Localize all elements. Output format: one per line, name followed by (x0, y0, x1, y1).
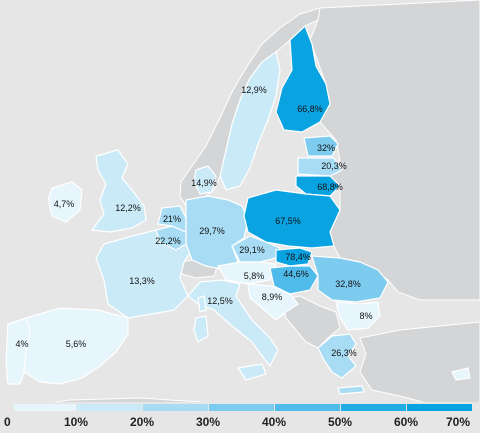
island-sicily[interactable] (236, 363, 267, 381)
label-netherlands: 21% (163, 214, 181, 224)
island-corsica[interactable] (197, 295, 207, 313)
island-sardinia[interactable] (193, 315, 209, 343)
region-italy[interactable] (187, 279, 279, 368)
label-france: 13,3% (129, 276, 155, 286)
legend-band-50-60 (341, 404, 406, 411)
region-estonia[interactable] (303, 135, 339, 157)
legend-band-40-50 (275, 404, 340, 411)
region-spain[interactable] (23, 307, 129, 385)
region-poland[interactable] (243, 189, 341, 249)
island-cyprus[interactable] (451, 367, 471, 381)
label-latvia: 20,3% (321, 161, 347, 171)
region-latvia[interactable] (297, 157, 343, 177)
legend-band-30-40 (209, 404, 274, 411)
legend-tick-10: 10% (64, 415, 88, 429)
legend-tick-0: 0 (4, 415, 11, 429)
legend-tick-70: 70% (446, 415, 470, 429)
legend-tick-20: 20% (130, 415, 154, 429)
legend-tick-30: 30% (196, 415, 220, 429)
label-greece: 26,3% (331, 348, 357, 358)
region-denmark[interactable] (193, 165, 217, 195)
label-sweden: 12,9% (241, 85, 267, 95)
legend: 0 10% 20% 30% 40% 50% 60% 70% (0, 402, 480, 433)
region-united-kingdom[interactable] (90, 149, 147, 233)
label-czechia: 29,1% (239, 245, 265, 255)
label-finland: 66,8% (297, 104, 323, 114)
value-labels: 4% 5,6% 4,7% 12,2% 13,3% 22,2% 21% 29,7%… (15, 85, 372, 358)
region-germany[interactable] (185, 195, 249, 271)
label-hungary: 44,6% (283, 269, 309, 279)
region-finland[interactable] (275, 24, 331, 133)
label-lithuania: 68,8% (317, 182, 343, 192)
region-slovenia-croatia[interactable] (247, 283, 299, 321)
region-sweden[interactable] (219, 50, 281, 191)
legend-tick-60: 60% (394, 415, 418, 429)
region-bulgaria[interactable] (335, 301, 381, 331)
label-denmark: 14,9% (191, 178, 217, 188)
legend-tick-50: 50% (328, 415, 352, 429)
region-ireland[interactable] (47, 181, 83, 223)
label-italy: 12,5% (207, 296, 233, 306)
island-crete[interactable] (337, 385, 365, 395)
eu-countries (5, 24, 471, 395)
label-austria: 5,8% (244, 271, 265, 281)
label-portugal: 4% (15, 339, 28, 349)
label-slovakia: 78,4% (285, 252, 311, 262)
legend-band-20-30 (143, 404, 208, 411)
region-greece[interactable] (317, 333, 357, 379)
label-bulgaria: 8% (359, 311, 372, 321)
label-spain: 5,6% (66, 339, 87, 349)
legend-band-10-20 (77, 404, 142, 411)
region-slovakia[interactable] (275, 247, 313, 267)
label-poland: 67,5% (275, 216, 301, 226)
label-ireland: 4,7% (54, 199, 75, 209)
western-balkans (281, 295, 341, 349)
label-estonia: 32% (317, 143, 335, 153)
legend-band-0-10 (14, 404, 76, 411)
label-united-kingdom: 12,2% (115, 203, 141, 213)
label-romania: 32,8% (335, 279, 361, 289)
label-germany: 29,7% (199, 226, 225, 236)
legend-tick-40: 40% (262, 415, 286, 429)
label-belgium: 22,2% (155, 236, 181, 246)
region-hungary[interactable] (269, 265, 319, 295)
label-slovenia-croatia: 8,9% (262, 292, 283, 302)
legend-band-60-70 (407, 404, 472, 411)
region-romania[interactable] (311, 255, 389, 303)
